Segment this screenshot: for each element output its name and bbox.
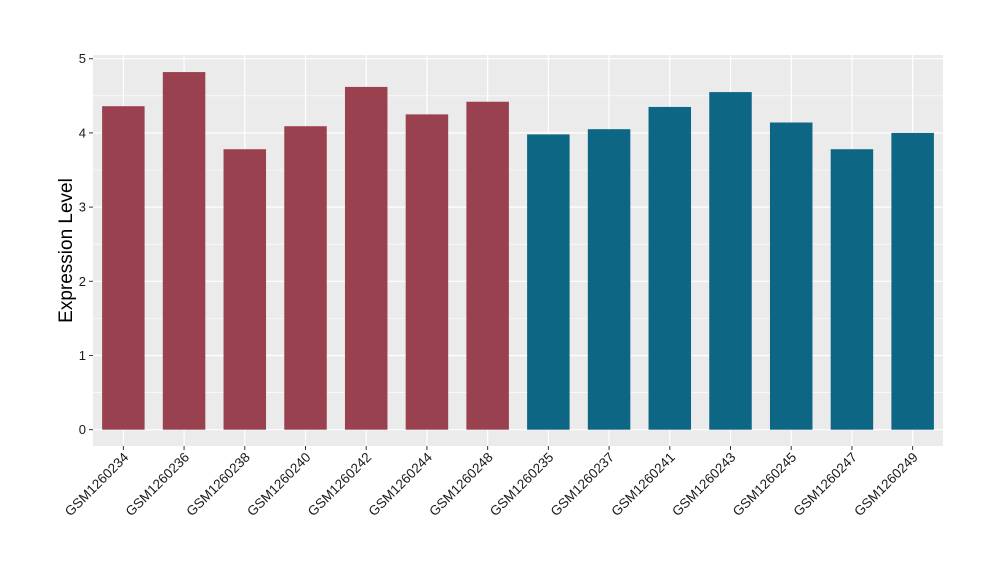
bar-GSM1260240 [284, 126, 327, 430]
x-tick-label: GSM1260244 [366, 449, 436, 519]
x-tick-label: GSM1260248 [426, 450, 496, 520]
x-tick-label: GSM1260243 [669, 450, 739, 520]
y-tick-label: 2 [79, 274, 86, 289]
bar-GSM1260247 [830, 149, 874, 430]
x-tick-label: GSM1260241 [608, 450, 678, 520]
bar-GSM1260242 [344, 86, 388, 430]
bar-GSM1260238 [223, 149, 267, 430]
bar-GSM1260248 [466, 101, 509, 430]
y-tick-label: 3 [79, 200, 86, 215]
y-axis-title: Expression Level [56, 178, 77, 323]
x-axis: GSM1260234GSM1260236GSM1260238GSM1260240… [62, 446, 921, 519]
bar-GSM1260244 [405, 114, 449, 430]
bar-GSM1260234 [102, 106, 145, 430]
bar-GSM1260237 [587, 129, 631, 430]
bar-GSM1260245 [769, 122, 813, 430]
bar-GSM1260236 [162, 72, 206, 430]
y-tick-label: 4 [79, 125, 86, 140]
x-tick-label: GSM1260238 [183, 450, 253, 520]
x-tick-label: GSM1260242 [305, 450, 375, 520]
plot-panel [93, 55, 943, 446]
x-tick-label: GSM1260234 [62, 449, 132, 519]
y-tick-label: 1 [79, 348, 86, 363]
x-tick-label: GSM1260236 [123, 450, 193, 520]
x-tick-label: GSM1260235 [487, 450, 557, 520]
bar-GSM1260235 [527, 134, 570, 430]
x-tick-label: GSM1260240 [244, 450, 314, 520]
y-tick-label: 5 [79, 51, 86, 66]
bar-GSM1260243 [709, 92, 752, 430]
bar-GSM1260241 [648, 106, 692, 430]
x-tick-label: GSM1260249 [851, 450, 921, 520]
x-tick-label: GSM1260237 [548, 450, 618, 520]
y-axis: 0 1 2 3 4 5 [79, 51, 93, 437]
y-tick-label: 0 [79, 422, 86, 437]
x-tick-label: GSM1260245 [730, 450, 800, 520]
bar-GSM1260249 [891, 132, 934, 430]
x-tick-label: GSM1260247 [791, 450, 861, 520]
bars [102, 72, 934, 430]
